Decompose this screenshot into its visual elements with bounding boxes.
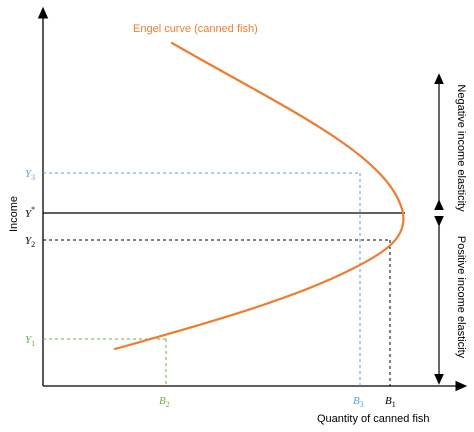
x-axis-label: Quantity of canned fish [317, 413, 430, 425]
positive-elasticity-label: Positive income elasticity [455, 236, 467, 359]
curve-label: Engel curve (canned fish) [133, 23, 258, 35]
b1-tick-label: B1 [385, 395, 396, 409]
y1-tick-label: Y1 [25, 334, 35, 348]
y3-tick-label: Y3 [25, 168, 35, 182]
y2-tick-label: Y2 [25, 235, 35, 249]
y-axis-label: Income [8, 196, 20, 232]
negative-elasticity-label: Negative income elasticity [455, 84, 467, 212]
engel-curve [113, 41, 405, 351]
y-star-tick-label: Y* [25, 205, 35, 220]
b2-tick-label: B2 [159, 395, 170, 409]
b3-tick-label: B3 [353, 395, 364, 409]
